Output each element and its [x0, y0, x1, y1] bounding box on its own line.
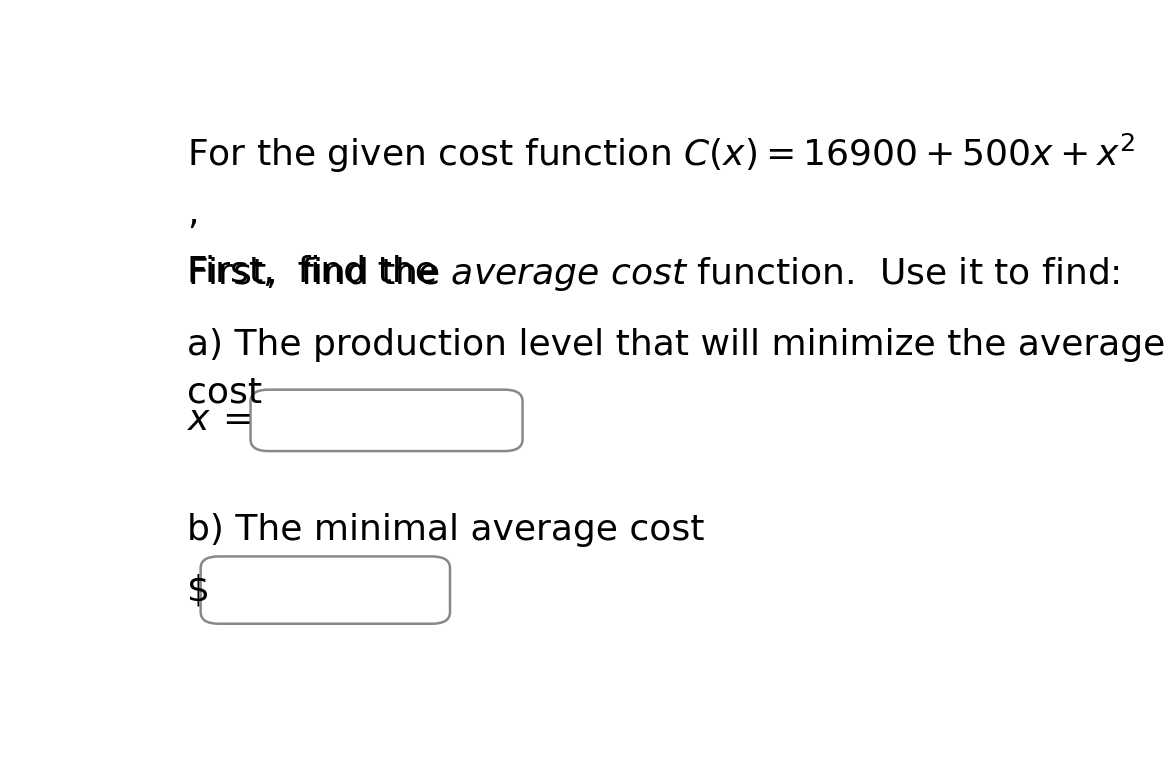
Text: $x\, =$: $x\, =$: [187, 404, 250, 437]
Text: First,  find the: First, find the: [187, 255, 448, 289]
FancyBboxPatch shape: [250, 390, 523, 451]
Text: b) The minimal average cost: b) The minimal average cost: [187, 512, 704, 546]
Text: $: $: [187, 573, 211, 607]
Text: cost: cost: [187, 375, 262, 409]
Text: For the given cost function $C(x) = 16900 + 500x + x^2$: For the given cost function $C(x) = 1690…: [187, 132, 1135, 176]
Text: a) The production level that will minimize the average: a) The production level that will minimi…: [187, 328, 1165, 363]
Text: ,: ,: [187, 197, 199, 230]
FancyBboxPatch shape: [201, 556, 450, 624]
Text: First,  find the $\mathit{average\ cost}$ function.  Use it to find:: First, find the $\mathit{average\ cost}$…: [187, 255, 1120, 293]
